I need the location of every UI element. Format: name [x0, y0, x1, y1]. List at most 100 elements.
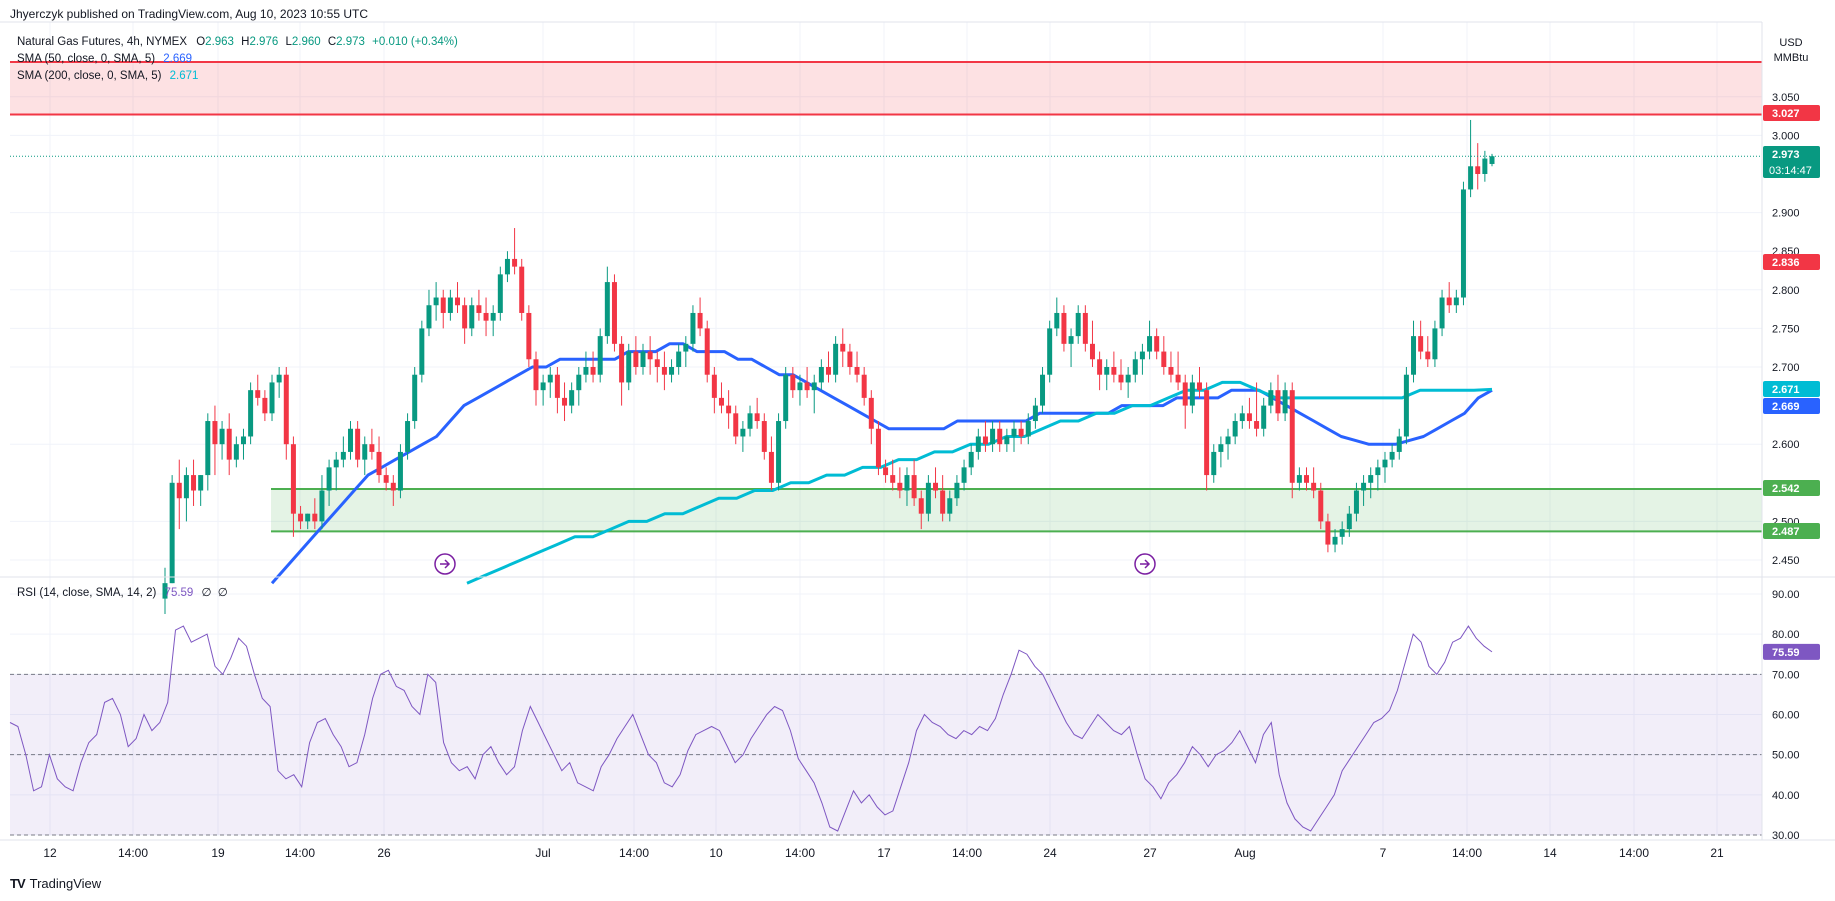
- price-label-sma200: 2.671: [1763, 381, 1820, 397]
- candle: [1411, 320, 1417, 383]
- candle: [761, 413, 767, 460]
- time-tick-label: 14:00: [1452, 846, 1482, 860]
- rsi-label[interactable]: RSI (14, close, SMA, 14, 2): [17, 587, 157, 599]
- candle-body: [1111, 367, 1117, 375]
- price-label-support: 2.487: [1763, 523, 1820, 539]
- candle: [390, 475, 396, 506]
- candle: [861, 367, 867, 406]
- candle: [1460, 181, 1466, 306]
- candle-body: [911, 475, 917, 499]
- candle-body: [1168, 367, 1174, 375]
- sma50-label[interactable]: SMA (50, close, 0, SMA, 5): [17, 53, 156, 65]
- candle-body: [883, 467, 889, 476]
- candle-body: [362, 444, 368, 460]
- price-label-bg: [1763, 146, 1820, 178]
- candle-body: [797, 382, 803, 391]
- candle-body: [947, 498, 953, 514]
- candle: [1339, 521, 1345, 545]
- candle-body: [847, 351, 853, 367]
- candle: [290, 436, 296, 537]
- candle-body: [1061, 312, 1067, 344]
- candle: [840, 328, 846, 367]
- candle: [283, 367, 289, 460]
- candle: [176, 459, 182, 530]
- price-label-high: 2.836: [1763, 254, 1820, 270]
- candle: [533, 351, 539, 406]
- candle-body: [1025, 421, 1031, 437]
- candle-body: [340, 451, 346, 460]
- candle-body: [1332, 536, 1338, 545]
- price-label-text: 3.027: [1772, 108, 1800, 120]
- candle: [383, 467, 389, 491]
- candle-body: [176, 482, 182, 499]
- candle: [412, 367, 418, 429]
- candle: [1368, 467, 1374, 499]
- candle: [704, 320, 710, 383]
- candle: [169, 475, 175, 584]
- candle: [1446, 282, 1452, 313]
- ohlc-l-label: L: [285, 36, 292, 48]
- event-marker-arrow: [440, 559, 451, 569]
- time-tick-label: 14:00: [1619, 846, 1649, 860]
- candle: [1111, 351, 1117, 383]
- candle-body: [925, 482, 931, 514]
- sma200-label[interactable]: SMA (200, close, 0, SMA, 5): [17, 70, 162, 82]
- symbol-name[interactable]: Natural Gas Futures, 4h, NYMEX: [17, 36, 188, 48]
- candle-body: [875, 428, 881, 468]
- candle: [1403, 367, 1409, 445]
- tradingview-logo[interactable]: TV TradingView: [10, 876, 101, 891]
- candle-body: [1161, 351, 1167, 367]
- rsi-tick-label: 30.00: [1772, 830, 1800, 842]
- event-marker-icon[interactable]: [1134, 553, 1156, 575]
- ohlc-c-label: C: [327, 36, 337, 48]
- candle: [890, 459, 896, 491]
- candle-body: [897, 482, 903, 491]
- candle-body: [890, 475, 896, 483]
- candle: [640, 343, 646, 375]
- axes: 12 14:00 19 14:00 26 Jul 14:00 10 14:00 17 14:00 24…: [0, 21, 1835, 860]
- candle: [619, 336, 625, 406]
- sma200-line: [466, 380, 1493, 585]
- candle-body: [1047, 328, 1053, 375]
- candle-body: [533, 359, 539, 391]
- rsi-pane: [9, 625, 1762, 836]
- rsi-tick-label: 50.00: [1772, 750, 1800, 762]
- candle: [1289, 382, 1295, 499]
- candle-body: [383, 475, 389, 483]
- candle-body: [212, 421, 218, 445]
- price-label-support: 2.542: [1763, 480, 1820, 496]
- candle-body: [1361, 482, 1367, 491]
- candle-body: [376, 451, 382, 476]
- candle-body: [1304, 475, 1310, 483]
- price-label-text: 2.973: [1772, 149, 1800, 161]
- candle-body: [490, 312, 496, 321]
- candle-body: [1139, 351, 1145, 360]
- candle-body: [290, 444, 296, 514]
- candle-body: [818, 367, 824, 383]
- candle-body: [1439, 297, 1445, 329]
- candle: [369, 428, 375, 460]
- candle: [1254, 382, 1260, 437]
- price-label-bg: [1763, 398, 1820, 414]
- candle: [355, 421, 361, 468]
- event-marker-icon[interactable]: [434, 553, 456, 575]
- candle: [883, 459, 889, 483]
- candle-body: [669, 367, 675, 375]
- candle: [1318, 482, 1324, 530]
- candle: [1468, 119, 1474, 198]
- candle: [1040, 367, 1046, 414]
- time-tick-label: 17: [877, 846, 891, 860]
- candle-body: [440, 297, 446, 313]
- candle: [1154, 328, 1160, 360]
- candle: [911, 459, 917, 506]
- candle: [1218, 436, 1224, 468]
- candle-body: [248, 390, 254, 437]
- candle-body: [1425, 351, 1431, 360]
- candle: [1225, 428, 1231, 460]
- candle-body: [1189, 382, 1195, 406]
- candle-body: [982, 436, 988, 445]
- currency-unit[interactable]: USD MMBtu: [1765, 36, 1817, 66]
- candle-body: [833, 343, 839, 375]
- price-label-text: 2.487: [1772, 526, 1800, 538]
